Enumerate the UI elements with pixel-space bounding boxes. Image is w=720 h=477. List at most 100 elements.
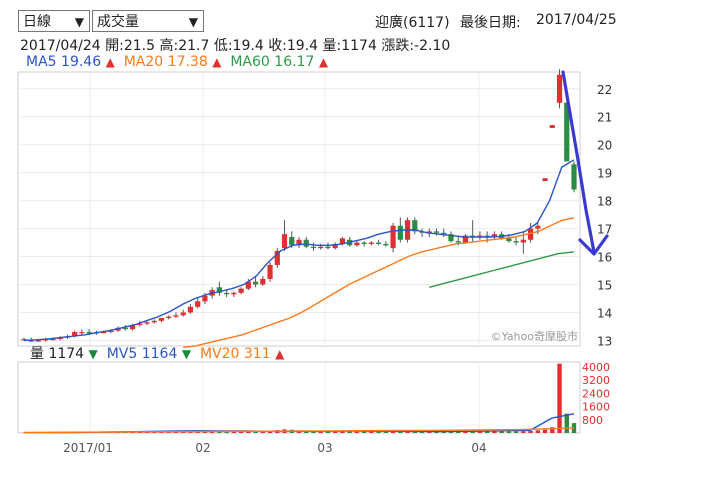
volume-bar — [528, 430, 533, 433]
candle-body — [151, 320, 157, 323]
chevron-down-icon: ▼ — [74, 15, 84, 29]
ma5-line — [23, 159, 575, 342]
volume-bar — [441, 431, 446, 433]
candle-body — [86, 332, 92, 334]
vol-value: 1174 — [48, 346, 85, 362]
chevron-down-icon: ▼ — [188, 15, 198, 29]
candle-body — [491, 234, 497, 237]
volume-bar — [412, 431, 417, 433]
candle-body — [339, 238, 346, 244]
candle-body — [462, 235, 469, 243]
candle-body — [144, 322, 150, 324]
triangle-up-icon: ▲ — [318, 55, 329, 69]
candle-body — [318, 246, 324, 249]
volume-bar — [484, 431, 490, 433]
volume-bar — [173, 432, 179, 433]
candle-body — [231, 292, 237, 295]
trend-arrow-head — [578, 234, 609, 256]
candle-body — [412, 220, 418, 232]
volume-bar — [456, 431, 461, 433]
volume-bar — [354, 431, 360, 433]
x-tick-label: 04 — [471, 441, 486, 455]
volume-bar — [340, 431, 345, 433]
price-tick-label: 17 — [597, 223, 612, 237]
candle-body — [187, 306, 194, 313]
price-tick-label: 18 — [597, 195, 612, 209]
volume-tick-label: 2400 — [582, 387, 610, 400]
candle-body — [245, 281, 251, 289]
candle-body — [455, 241, 461, 243]
candle-body — [520, 239, 526, 243]
volume-tick-label: 3200 — [582, 374, 610, 387]
candle-body — [72, 332, 78, 337]
candle-body — [195, 301, 201, 307]
candle-body — [383, 243, 389, 246]
candle-body — [368, 242, 374, 244]
volume-plot-area — [17, 361, 581, 434]
candle-body — [224, 292, 230, 295]
mv5-label: MV5 — [106, 346, 138, 362]
x-tick-label: 02 — [195, 441, 210, 455]
quote-volume: 量:1174 — [322, 38, 377, 54]
candle-body — [108, 330, 114, 333]
candle-body — [484, 235, 490, 237]
ma60-value: 16.17 — [274, 54, 315, 70]
candle-body — [281, 234, 288, 249]
candle-body — [216, 287, 222, 293]
indicator-select[interactable]: 成交量 ▼ — [92, 10, 204, 32]
candle-body — [274, 250, 280, 265]
volume-bar — [144, 432, 150, 433]
candle-body — [325, 246, 331, 249]
volume-bar — [260, 431, 266, 433]
candle-body — [180, 312, 186, 316]
volume-bar — [311, 431, 316, 433]
ma20-value: 17.38 — [167, 54, 208, 70]
price-tick-label: 22 — [597, 83, 612, 97]
candle-body — [303, 239, 309, 247]
period-select-value: 日線 — [23, 14, 51, 30]
candle-body — [448, 234, 454, 242]
candle-body — [267, 264, 273, 279]
x-tick-label: 2017/01 — [63, 441, 113, 455]
quote-change: 漲跌:-2.10 — [381, 38, 451, 54]
volume-bar — [564, 413, 569, 433]
volume-legend: 量 1174 ▼ MV5 1164 ▼ MV20 311 ▲ — [30, 343, 284, 363]
candle-body — [527, 228, 534, 240]
candle-body — [542, 178, 548, 182]
candle-body — [158, 318, 165, 321]
candle-body — [173, 315, 179, 317]
last-date-label: 最後日期: — [460, 15, 521, 31]
candle-body — [202, 295, 208, 302]
volume-bar — [332, 431, 338, 433]
volume-bar — [513, 431, 519, 433]
volume-tick-label: 800 — [582, 414, 603, 427]
volume-bar — [383, 431, 389, 433]
volume-bar — [325, 431, 331, 433]
volume-bar — [347, 431, 352, 433]
candle-body — [426, 231, 432, 233]
candle-body — [549, 125, 555, 128]
volume-tick-label: 1600 — [582, 401, 610, 414]
period-select[interactable]: 日線 ▼ — [18, 10, 90, 32]
volume-bar — [535, 430, 541, 433]
mv5-value: 1164 — [141, 346, 178, 362]
quote-low: 低:19.4 — [213, 38, 264, 54]
triangle-down-icon: ▼ — [181, 347, 192, 361]
volume-bar — [557, 363, 562, 433]
volume-bar — [181, 431, 186, 433]
volume-bar — [506, 431, 512, 433]
volume-bar — [130, 432, 135, 433]
quote-date: 2017/04/24 — [20, 38, 101, 54]
price-plot-area — [17, 71, 581, 347]
candle-body — [332, 243, 338, 249]
volume-bar — [369, 431, 374, 433]
candle-body — [21, 339, 27, 341]
price-tick-label: 19 — [597, 167, 612, 181]
volume-bar — [499, 431, 504, 433]
triangle-up-icon: ▲ — [105, 55, 115, 69]
price-panel: 13 14 15 16 17 18 19 20 21 22 — [17, 69, 612, 348]
price-tick-label: 13 — [597, 334, 612, 348]
watermark: ©Yahoo奇摩股市 — [491, 329, 578, 343]
candle-body — [122, 327, 128, 330]
